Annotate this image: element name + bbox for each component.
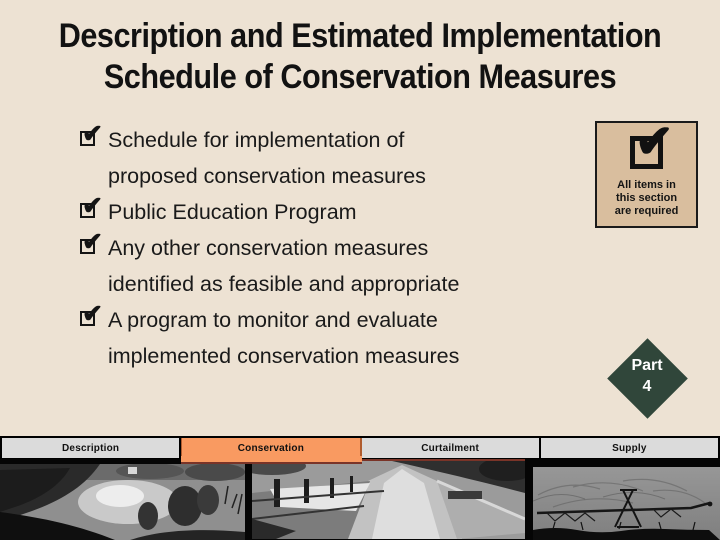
checklist: ✔ Schedule for implementation of propose… [80, 122, 572, 374]
checked-checkbox-icon: ✔ [80, 230, 103, 255]
photo-strip [0, 459, 720, 540]
slide-title-line: Schedule of Conservation Measures [103, 58, 617, 96]
tab-curtailment[interactable]: Curtailment [362, 438, 541, 458]
checked-checkbox-icon: ✔ [630, 118, 674, 169]
tab-description[interactable]: Description [2, 438, 182, 458]
checklist-item-text: Public Education Program [108, 200, 357, 224]
canal-photo [252, 459, 525, 539]
slide-title: Description and Estimated Implementation… [0, 16, 720, 98]
pond-photo [0, 464, 245, 540]
checked-checkbox-icon: ✔ [80, 302, 103, 327]
required-callout-text: All items in this section are required [614, 179, 679, 217]
check-mark-icon: ✔ [635, 115, 674, 167]
checklist-item-text: Any other conservation measures identifi… [108, 236, 460, 296]
check-mark-icon: ✔ [82, 300, 103, 328]
check-mark-icon: ✔ [82, 120, 103, 148]
required-callout: ✔ All items in this section are required [595, 118, 698, 228]
checklist-item: ✔ Any other conservation measures identi… [80, 230, 572, 302]
checklist-item-text: A program to monitor and evaluate implem… [108, 308, 460, 368]
tab-conservation[interactable]: Conservation [181, 438, 362, 464]
irrigation-photo [533, 467, 720, 540]
checklist-item: ✔ Schedule for implementation of propose… [80, 122, 572, 194]
slide-title-line: Description and Estimated Implementation [58, 17, 662, 55]
check-mark-icon: ✔ [82, 192, 103, 220]
checklist-item: ✔ Public Education Program [80, 194, 572, 230]
part-4-badge: Part 4 [631, 357, 663, 395]
checked-checkbox-icon: ✔ [80, 194, 103, 219]
checked-checkbox-icon: ✔ [80, 122, 103, 147]
section-nav: Description Conservation Curtailment Sup… [0, 436, 720, 464]
tab-supply[interactable]: Supply [612, 442, 647, 454]
checklist-item-text: Schedule for implementation of proposed … [108, 128, 426, 188]
check-mark-icon: ✔ [82, 228, 103, 256]
checklist-item: ✔ A program to monitor and evaluate impl… [80, 302, 572, 374]
